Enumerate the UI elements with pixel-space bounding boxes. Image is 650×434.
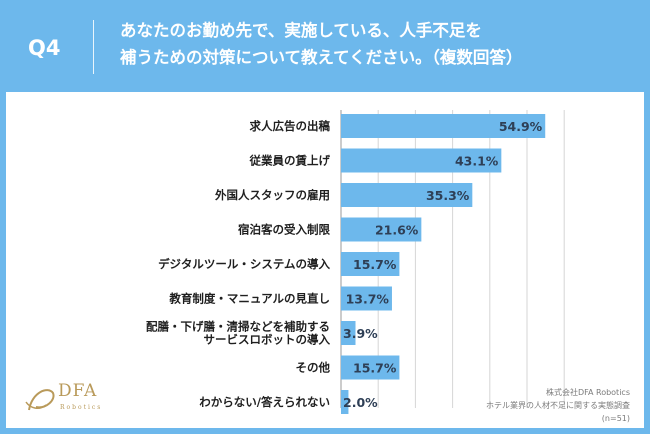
value-label: 21.6%: [375, 223, 419, 238]
dfa-logo-icon: [25, 389, 55, 411]
header-divider: [93, 20, 94, 74]
source-sample-size: (n=51): [601, 414, 630, 423]
logo-name: DFA: [58, 381, 98, 401]
category-label: 外国人スタッフの雇用: [214, 188, 330, 202]
logo-subtitle: Robotics: [60, 404, 103, 411]
bar: [341, 148, 502, 173]
category-label: 求人広告の出稿: [250, 119, 331, 133]
question-text: あなたのお勤め先で、実施している、人手不足を 補うための対策について教えてくださ…: [120, 17, 640, 71]
category-label: その他: [296, 361, 331, 375]
bar: [341, 252, 400, 276]
source-survey: ホテル業界の人材不足に関する実態調査: [486, 401, 630, 410]
category-label: 配膳・下げ膳・清掃などを補助するサービスロボットの導入: [146, 320, 330, 347]
category-label: 宿泊客の受入制限: [238, 223, 330, 237]
category-label: わからない/答えられない: [199, 395, 330, 409]
value-label: 43.1%: [455, 154, 499, 169]
value-label: 13.7%: [346, 292, 390, 307]
category-label: 教育制度・マニュアルの見直し: [168, 292, 330, 306]
bar: [341, 355, 400, 380]
question-line-2: 補うための対策について教えてください。（複数回答）: [120, 48, 523, 67]
bar: [341, 183, 473, 207]
source-note: 株式会社DFA Robotics ホテル業界の人材不足に関する実態調査 (n=5…: [486, 386, 630, 425]
bar: [341, 321, 356, 345]
question-header: Q4 あなたのお勤め先で、実施している、人手不足を 補うための対策について教えて…: [0, 0, 650, 92]
bar: [341, 217, 422, 242]
category-label: デジタルツール・システムの導入: [158, 257, 330, 271]
question-number: Q4: [28, 36, 61, 60]
bar: [341, 390, 349, 414]
value-label: 54.9%: [499, 119, 543, 134]
chart-panel: [6, 92, 644, 428]
company-logo: DFA Robotics: [22, 380, 132, 420]
bar: [341, 114, 546, 138]
value-label: 15.7%: [353, 257, 397, 272]
value-label: 15.7%: [353, 361, 397, 376]
value-label: 3.9%: [343, 326, 378, 341]
question-line-1: あなたのお勤め先で、実施している、人手不足を: [120, 21, 482, 40]
category-label: 従業員の賃上げ: [249, 154, 331, 168]
bar: [341, 286, 392, 311]
source-company: 株式会社DFA Robotics: [545, 388, 630, 397]
value-label: 2.0%: [343, 395, 378, 410]
value-label: 35.3%: [426, 188, 470, 203]
